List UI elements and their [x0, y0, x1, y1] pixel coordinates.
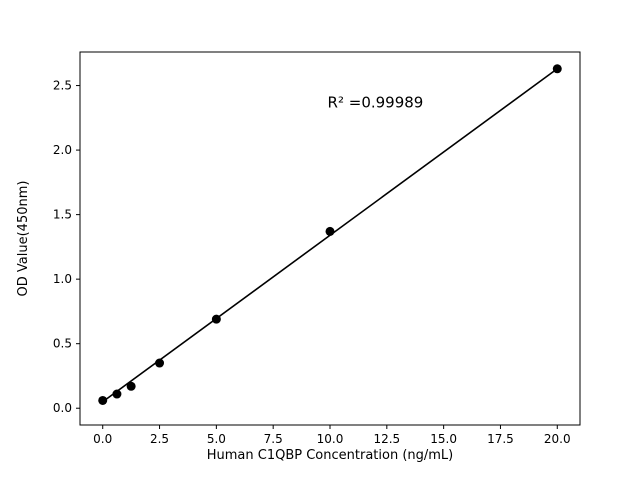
y-axis-label: OD Value(450nm) — [16, 181, 31, 297]
y-tick-label: 2.5 — [53, 79, 72, 93]
data-point — [552, 64, 562, 74]
x-axis-label: Human C1QBP Concentration (ng/mL) — [207, 448, 454, 463]
x-tick-label: 7.5 — [264, 432, 283, 446]
y-tick-label: 0.5 — [53, 337, 72, 351]
data-point — [155, 358, 165, 368]
data-point — [112, 389, 122, 399]
y-tick-label: 2.0 — [53, 143, 72, 157]
data-point — [325, 226, 335, 236]
x-tick-label: 0.0 — [93, 432, 112, 446]
x-tick-label: 12.5 — [373, 432, 400, 446]
r-squared-annotation: R² =0.99989 — [328, 93, 424, 111]
x-tick-label: 20.0 — [544, 432, 571, 446]
x-tick-label: 15.0 — [430, 432, 457, 446]
data-point — [211, 314, 221, 324]
data-point — [98, 395, 108, 405]
x-tick-label: 2.5 — [150, 432, 169, 446]
data-point — [126, 381, 136, 391]
x-tick-label: 17.5 — [487, 432, 514, 446]
y-tick-label: 1.5 — [53, 208, 72, 222]
x-tick-label: 10.0 — [317, 432, 344, 446]
y-tick-label: 0.0 — [53, 401, 72, 415]
x-tick-label: 5.0 — [207, 432, 226, 446]
y-tick-label: 1.0 — [53, 272, 72, 286]
